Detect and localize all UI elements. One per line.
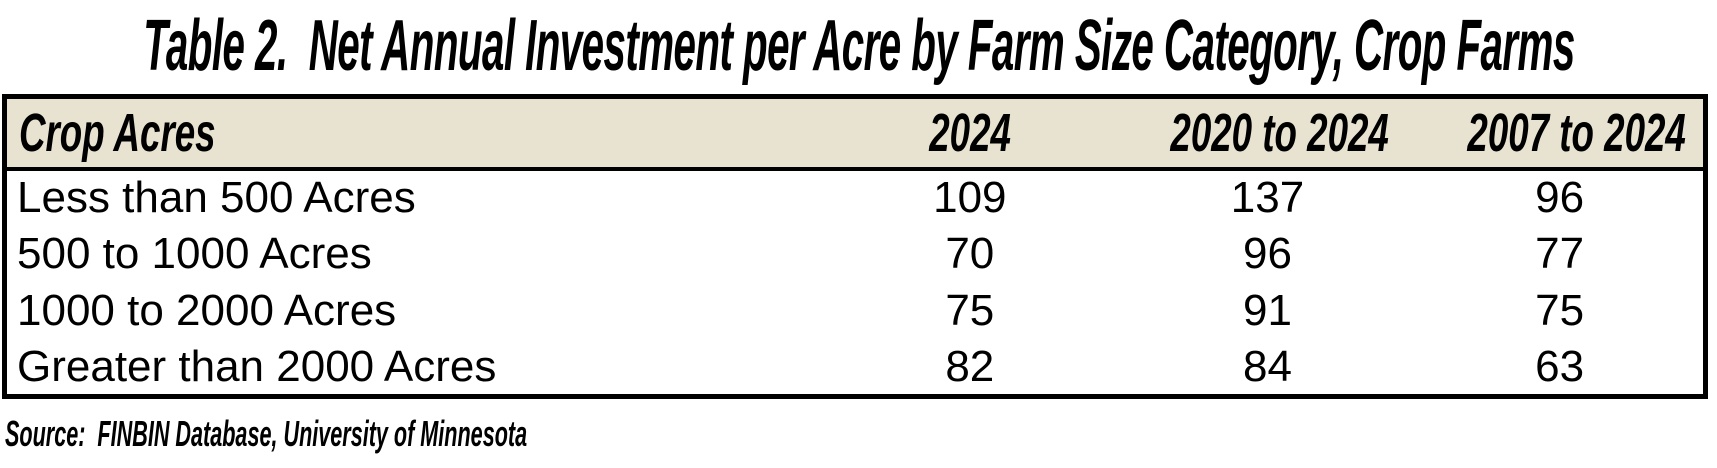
value-2007-to-2024: 77: [1535, 229, 1585, 278]
row-label: Less than 500 Acres: [17, 173, 416, 222]
row-label: Greater than 2000 Acres: [17, 341, 497, 391]
column-header-2020-to-2024: 2020 to 2024: [1119, 97, 1417, 169]
investment-table: Crop Acres 2024 2020 to 2024 2007 to 202…: [2, 94, 1708, 399]
value-2024: 82: [945, 341, 995, 391]
column-header-label: 2007 to 2024: [1467, 102, 1687, 163]
table-body: Less than 500 Acres 109 137 96 500 to 10…: [5, 169, 1706, 397]
value-2007-to-2024: 63: [1535, 341, 1585, 391]
value-2024: 109: [933, 173, 1007, 222]
table-row: Greater than 2000 Acres 82 84 63: [5, 340, 1706, 397]
page-title: Table 2. Net Annual Investment per Acre …: [142, 6, 1575, 86]
column-header-label: 2024: [928, 102, 1011, 163]
header-row: Crop Acres 2024 2020 to 2024 2007 to 202…: [4, 96, 1706, 169]
column-header-2024: 2024: [821, 97, 1119, 169]
row-label: 500 to 1000 Acres: [17, 229, 372, 278]
column-header-label: 2020 to 2024: [1170, 102, 1389, 163]
row-label: 1000 to 2000 Acres: [17, 286, 397, 335]
column-header-crop-acres: Crop Acres: [5, 97, 821, 169]
value-2024: 70: [945, 229, 995, 278]
table-row: 1000 to 2000 Acres 75 91 75: [5, 283, 1706, 340]
table-header: Crop Acres 2024 2020 to 2024 2007 to 202…: [4, 96, 1706, 169]
column-header-2007-to-2024: 2007 to 2024: [1416, 97, 1705, 169]
value-2020-to-2024: 137: [1230, 173, 1305, 222]
value-2020-to-2024: 84: [1243, 341, 1292, 391]
column-header-label: Crop Acres: [19, 102, 216, 163]
value-2007-to-2024: 96: [1535, 173, 1585, 222]
value-2024: 75: [945, 286, 995, 335]
value-2020-to-2024: 96: [1243, 229, 1292, 278]
table-row: 500 to 1000 Acres 70 96 77: [5, 226, 1706, 283]
value-2020-to-2024: 91: [1243, 286, 1292, 335]
table-row: Less than 500 Acres 109 137 96: [5, 169, 1706, 226]
source-note: Source: FINBIN Database, University of M…: [5, 413, 528, 454]
value-2007-to-2024: 75: [1535, 286, 1585, 335]
